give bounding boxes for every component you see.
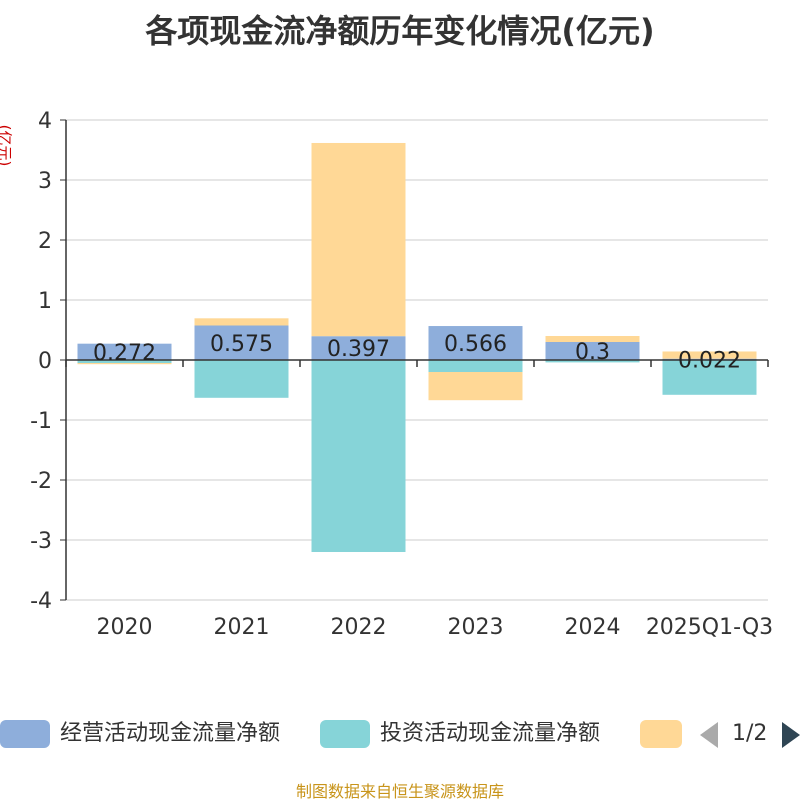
y-tick-label: 4: [38, 109, 52, 134]
data-label-operating-2020: 0.272: [93, 341, 156, 366]
bar-financing-2021[interactable]: [194, 318, 289, 326]
bar-investing-2024[interactable]: [545, 360, 640, 363]
x-tick-label: 2024: [565, 615, 621, 640]
chart-title: 各项现金流净额历年变化情况(亿元): [145, 12, 655, 50]
legend-label-operating[interactable]: 经营活动现金流量净额: [60, 721, 281, 746]
legend-label-investing[interactable]: 投资活动现金流量净额: [380, 721, 601, 746]
x-tick-label: 2020: [97, 615, 153, 640]
legend-swatch-financing[interactable]: [640, 720, 682, 748]
bar-financing-2022[interactable]: [311, 142, 406, 337]
y-tick-label: 0: [38, 349, 52, 374]
y-tick-label: 1: [38, 289, 52, 314]
data-label-operating-2024: 0.3: [575, 340, 610, 365]
y-tick-label: -2: [30, 469, 52, 494]
y-axis-label: (亿元): [0, 124, 14, 167]
bar-financing-2024[interactable]: [545, 336, 640, 342]
bar-investing-2025Q1-Q3[interactable]: [662, 360, 757, 395]
bar-operating-2023[interactable]: [428, 326, 523, 360]
data-label-operating-2022: 0.397: [327, 337, 390, 362]
x-tick-label: 2022: [331, 615, 387, 640]
bar-operating-2021[interactable]: [194, 325, 289, 361]
bar-investing-2021[interactable]: [194, 360, 289, 398]
data-label-operating-2021: 0.575: [210, 332, 273, 357]
bar-operating-2020[interactable]: [77, 343, 172, 360]
bar-investing-2023[interactable]: [428, 360, 523, 372]
legend-next-page-icon[interactable]: [782, 722, 800, 748]
y-tick-label: -1: [30, 409, 52, 434]
y-tick-label: 3: [38, 169, 52, 194]
bar-operating-2022[interactable]: [311, 336, 406, 360]
data-source-note: 制图数据来自恒生聚源数据库: [295, 782, 504, 801]
y-tick-label: 2: [38, 229, 52, 254]
x-tick-label: 2023: [448, 615, 504, 640]
x-tick-label: 2025Q1-Q3: [646, 615, 773, 640]
bar-financing-2020[interactable]: [77, 363, 172, 365]
y-tick-label: -3: [30, 529, 52, 554]
legend-prev-page-icon[interactable]: [700, 722, 718, 748]
bar-operating-2024[interactable]: [545, 342, 640, 360]
x-tick-label: 2021: [214, 615, 270, 640]
y-tick-label: -4: [30, 589, 52, 614]
bar-investing-2022[interactable]: [311, 360, 406, 552]
legend-page-indicator: 1/2: [732, 721, 768, 746]
data-label-operating-2023: 0.566: [444, 332, 507, 357]
legend-swatch-operating[interactable]: [0, 720, 50, 748]
data-label-operating-2025Q1-Q3: 0.022: [678, 348, 741, 373]
bar-financing-2023[interactable]: [428, 372, 523, 401]
bar-investing-2020[interactable]: [77, 360, 172, 363]
bar-financing-2025Q1-Q3[interactable]: [662, 351, 757, 359]
legend: 经营活动现金流量净额 投资活动现金流量净额 1/2: [0, 714, 800, 754]
legend-swatch-investing[interactable]: [320, 720, 370, 748]
